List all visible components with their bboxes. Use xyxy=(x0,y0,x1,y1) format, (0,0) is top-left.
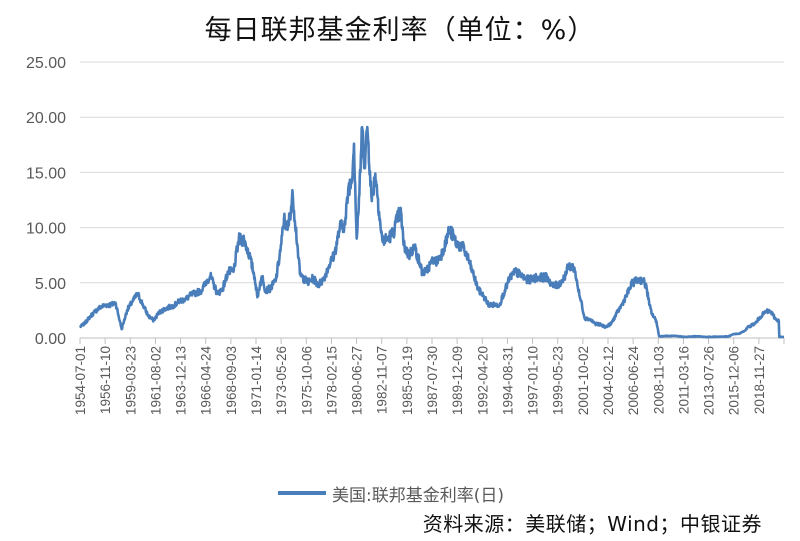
x-tick-label: 1994-08-31 xyxy=(500,346,515,415)
x-tick-label: 1961-08-02 xyxy=(148,346,163,415)
x-tick-label: 1956-11-10 xyxy=(98,346,113,414)
x-tick-label: 2018-11-27 xyxy=(752,346,767,414)
x-tick-label: 1978-02-15 xyxy=(324,346,339,415)
x-tick-label: 1997-01-10 xyxy=(526,346,541,415)
chart-title: 每日联邦基金利率（单位：%） xyxy=(204,15,596,46)
legend-swatch xyxy=(278,491,326,495)
y-tick-label: 0.00 xyxy=(35,331,66,348)
source-note: 资料来源：美联储；Wind；中银证券 xyxy=(422,512,762,536)
x-tick-label: 1999-05-23 xyxy=(551,346,566,415)
legend-label: 美国:联邦基金利率(日) xyxy=(332,485,504,506)
x-tick-label: 1963-12-13 xyxy=(174,346,189,415)
y-axis: 0.00 5.00 10.00 15.00 20.00 25.00 xyxy=(26,55,66,348)
x-tick-label: 2004-02-12 xyxy=(601,346,616,415)
y-tick-label: 10.00 xyxy=(26,221,66,238)
x-tick-label: 2008-11-03 xyxy=(651,346,666,414)
series-line xyxy=(78,125,785,339)
x-tick-label: 1973-05-26 xyxy=(274,346,289,415)
y-tick-label: 5.00 xyxy=(35,276,66,293)
x-tick-label: 1971-01-14 xyxy=(249,346,264,416)
x-tick-label: 1959-03-23 xyxy=(123,346,138,415)
x-tick-label: 1966-04-24 xyxy=(199,346,214,416)
x-tick-label: 1989-12-09 xyxy=(450,346,465,415)
x-tick-label: 2015-12-06 xyxy=(727,346,742,415)
x-tick-label: 1954-07-01 xyxy=(73,346,88,415)
legend: 美国:联邦基金利率(日) xyxy=(278,481,504,506)
x-tick-label: 1975-10-06 xyxy=(299,346,314,415)
x-tick-label: 1987-07-30 xyxy=(425,346,440,415)
x-tick-label: 2006-06-24 xyxy=(626,346,641,416)
x-axis xyxy=(79,337,785,344)
x-tick-label: 2011-03-16 xyxy=(676,346,691,414)
x-tick-labels: 1954-07-01 1956-11-10 1959-03-23 1961-08-02… xyxy=(73,346,767,416)
y-tick-label: 15.00 xyxy=(26,165,66,182)
x-tick-label: 1982-11-07 xyxy=(375,346,390,414)
series-area xyxy=(78,125,785,339)
x-tick-label: 1985-03-19 xyxy=(400,346,415,415)
x-tick-label: 2013-07-26 xyxy=(702,346,717,415)
x-tick-label: 1992-04-20 xyxy=(475,346,490,415)
x-tick-label: 2001-10-02 xyxy=(576,346,591,415)
x-tick-label: 1968-09-03 xyxy=(224,346,239,415)
y-tick-label: 25.00 xyxy=(26,55,66,72)
x-tick-label: 1980-06-27 xyxy=(350,346,365,415)
y-tick-label: 20.00 xyxy=(26,110,66,127)
grid-lines xyxy=(80,61,784,284)
